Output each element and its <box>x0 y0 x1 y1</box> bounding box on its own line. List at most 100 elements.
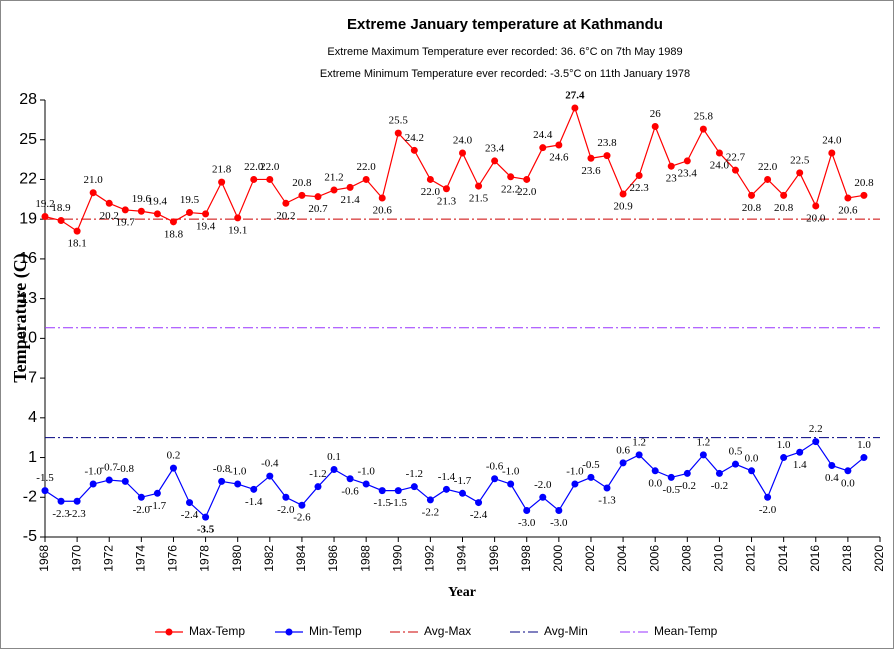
data-point <box>137 207 145 215</box>
data-label: -1.0 <box>84 466 102 478</box>
data-label: -1.0 <box>357 466 375 478</box>
data-point <box>218 178 226 186</box>
data-point <box>571 480 579 488</box>
data-label: -0.6 <box>486 460 504 472</box>
data-label: 22.0 <box>421 186 441 198</box>
x-tick-label: 1972 <box>101 545 115 572</box>
data-label: 0.6 <box>616 444 630 456</box>
x-tick-label: 2004 <box>615 545 629 572</box>
data-label: 21.5 <box>469 193 489 205</box>
data-label: 22.2 <box>501 183 520 195</box>
legend-marker <box>165 628 173 636</box>
x-tick-label: 2000 <box>551 545 565 572</box>
data-label: 20.6 <box>373 205 393 217</box>
data-point <box>731 166 739 174</box>
data-label: -3.5 <box>197 524 215 536</box>
data-point <box>860 454 868 462</box>
data-point <box>507 480 515 488</box>
data-point <box>683 157 691 165</box>
x-tick-label: 2002 <box>583 545 597 572</box>
data-label: 23.8 <box>597 137 617 149</box>
data-label: -2.2 <box>422 506 439 518</box>
x-tick-label: 2008 <box>679 545 693 572</box>
data-point <box>442 485 450 493</box>
x-tick-label: 1984 <box>294 545 308 572</box>
data-label: -3.0 <box>518 517 536 529</box>
subtitle: Extreme Minimum Temperature ever recorde… <box>320 68 690 80</box>
data-label: 0.0 <box>745 452 759 464</box>
data-point <box>860 191 868 199</box>
x-tick-label: 1994 <box>455 545 469 572</box>
data-point <box>121 477 129 485</box>
data-point <box>266 175 274 183</box>
data-point <box>153 210 161 218</box>
data-label: 22.7 <box>726 152 746 164</box>
data-point <box>667 162 675 170</box>
data-label: 27.4 <box>565 89 585 101</box>
legend-label: Min-Temp <box>309 624 362 638</box>
data-point <box>683 469 691 477</box>
x-tick-label: 1970 <box>69 545 83 572</box>
y-tick-label: 10 <box>19 330 37 347</box>
data-point <box>796 448 804 456</box>
data-point <box>234 214 242 222</box>
data-point <box>169 218 177 226</box>
data-label: -1.5 <box>36 472 54 484</box>
legend-marker <box>285 628 293 636</box>
data-label: 18.1 <box>67 238 86 250</box>
data-label: 20.8 <box>774 202 794 214</box>
data-label: 22.0 <box>244 161 264 173</box>
data-point <box>764 493 772 501</box>
x-tick-label: 2020 <box>872 545 886 572</box>
data-point <box>137 493 145 501</box>
x-tick-label: 1974 <box>134 545 148 572</box>
data-label: 20.7 <box>308 203 328 215</box>
data-label: 24.0 <box>710 160 730 172</box>
data-point <box>202 210 210 218</box>
data-label: -2.3 <box>52 508 70 520</box>
y-tick-label: 28 <box>19 91 37 108</box>
data-label: 0.4 <box>825 472 839 484</box>
data-label: 20.0 <box>806 212 826 224</box>
data-point <box>555 141 563 149</box>
y-tick-label: -2 <box>23 488 37 505</box>
y-tick-label: 22 <box>19 171 37 188</box>
y-tick-label: 25 <box>19 131 37 148</box>
data-label: -0.8 <box>117 463 135 475</box>
data-point <box>491 475 499 483</box>
data-point <box>57 217 65 225</box>
data-label: 19.5 <box>180 194 200 206</box>
data-label: -0.7 <box>101 462 119 474</box>
data-point <box>651 122 659 130</box>
data-point <box>282 199 290 207</box>
data-point <box>378 194 386 202</box>
data-point <box>571 104 579 112</box>
data-point <box>266 472 274 480</box>
data-point <box>105 476 113 484</box>
data-point <box>748 191 756 199</box>
data-label: 24.4 <box>533 129 553 141</box>
data-point <box>459 489 466 497</box>
data-point <box>828 149 836 157</box>
data-point <box>57 497 65 505</box>
data-point <box>715 149 723 157</box>
data-point <box>330 465 338 473</box>
data-point <box>812 202 820 210</box>
data-label: 1.2 <box>696 436 710 448</box>
x-axis-label: Year <box>448 585 476 600</box>
data-point <box>73 497 81 505</box>
x-tick-label: 2010 <box>712 545 726 572</box>
data-label: 19.2 <box>35 198 54 210</box>
data-point <box>362 480 370 488</box>
x-tick-label: 1968 <box>37 545 51 572</box>
data-point <box>41 487 49 495</box>
data-label: -1.7 <box>454 475 472 487</box>
data-point <box>202 513 210 521</box>
data-point <box>89 480 97 488</box>
data-label: 22.0 <box>260 161 280 173</box>
data-point <box>539 144 547 152</box>
data-point <box>764 175 772 183</box>
data-point <box>812 438 820 446</box>
data-point <box>507 173 515 181</box>
